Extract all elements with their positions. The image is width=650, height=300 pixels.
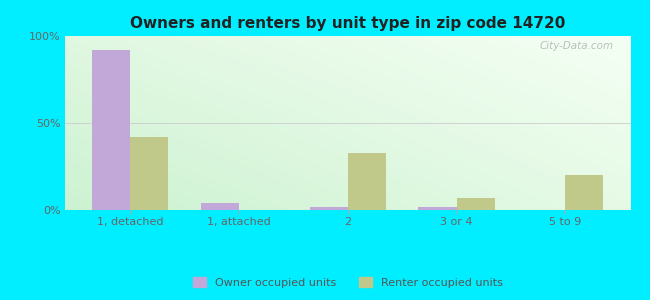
Bar [201, 203, 239, 210]
Bar [419, 206, 456, 210]
Bar [348, 153, 386, 210]
Bar [566, 175, 603, 210]
Legend: Owner occupied units, Renter occupied units: Owner occupied units, Renter occupied un… [193, 277, 502, 288]
Bar [456, 198, 495, 210]
Bar [309, 206, 348, 210]
Bar [130, 137, 168, 210]
Bar [92, 50, 130, 210]
Title: Owners and renters by unit type in zip code 14720: Owners and renters by unit type in zip c… [130, 16, 566, 31]
Text: City-Data.com: City-Data.com [540, 41, 614, 51]
